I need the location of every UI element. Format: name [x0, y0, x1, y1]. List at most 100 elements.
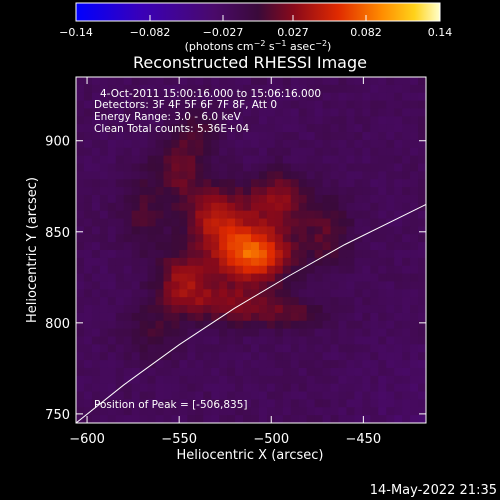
- heatmap-cell: [107, 407, 117, 416]
- heatmap-cell: [338, 124, 348, 133]
- heatmap-cell: [123, 257, 133, 267]
- heatmap-cell: [243, 226, 252, 235]
- heatmap-cell: [258, 218, 268, 228]
- heatmap-cell: [362, 77, 371, 86]
- heatmap-cell: [418, 360, 426, 369]
- heatmap-cell: [346, 124, 355, 133]
- heatmap-cell: [76, 163, 85, 172]
- heatmap-cell: [91, 305, 101, 314]
- heatmap-cell: [418, 328, 426, 338]
- heatmap-cell: [298, 360, 308, 369]
- heatmap-cell: [354, 367, 363, 377]
- heatmap-cell: [370, 352, 379, 361]
- heatmap-cell: [362, 187, 371, 196]
- heatmap-cell: [115, 415, 125, 423]
- heatmap-cell: [251, 226, 260, 235]
- heatmap-cell: [418, 84, 426, 94]
- heatmap-cell: [251, 210, 260, 220]
- x-axis: −600 −550 −500 −450: [69, 77, 381, 447]
- heatmap-cell: [394, 171, 403, 180]
- heatmap-cell: [227, 367, 236, 377]
- heatmap-cell: [314, 187, 324, 196]
- heatmap-cell: [251, 179, 260, 188]
- heatmap-cell: [314, 407, 324, 416]
- heatmap-cell: [394, 281, 403, 290]
- heatmap-cell: [155, 124, 165, 133]
- heatmap-cell: [243, 187, 252, 196]
- heatmap-cell: [282, 155, 292, 165]
- heatmap-cell: [171, 375, 180, 385]
- heatmap-cell: [147, 328, 157, 338]
- heatmap-cell: [251, 328, 260, 338]
- heatmap-cell: [322, 407, 332, 416]
- heatmap-cell: [115, 360, 125, 369]
- heatmap-cell: [378, 352, 387, 361]
- heatmap-cell: [370, 234, 379, 243]
- heatmap-cell: [83, 116, 93, 125]
- heatmap-cell: [91, 171, 101, 180]
- heatmap-cell: [314, 132, 324, 141]
- heatmap-cell: [362, 100, 371, 110]
- heatmap-cell: [179, 344, 188, 353]
- heatmap-cell: [418, 132, 426, 141]
- heatmap-cell: [203, 194, 212, 204]
- heatmap-cell: [290, 242, 300, 251]
- heatmap-cell: [139, 391, 149, 401]
- heatmap-cell: [76, 297, 85, 306]
- heatmap-cell: [330, 179, 340, 188]
- heatmap-cell: [99, 320, 109, 330]
- heatmap-cell: [282, 250, 292, 259]
- heatmap-cell: [179, 171, 188, 180]
- heatmap-cell: [179, 132, 188, 141]
- heatmap-cell: [402, 367, 411, 377]
- heatmap-cell: [155, 242, 165, 251]
- heatmap-cell: [227, 265, 236, 275]
- heatmap-cell: [155, 155, 165, 165]
- heatmap-cell: [235, 108, 244, 117]
- heatmap-cell: [83, 265, 93, 275]
- heatmap-cell: [203, 202, 212, 212]
- heatmap-cell: [163, 273, 173, 283]
- heatmap-cell: [131, 415, 141, 423]
- heatmap-cell: [211, 77, 220, 86]
- heatmap-cell: [76, 77, 85, 86]
- heatmap-cell: [76, 100, 85, 110]
- heatmap-cell: [378, 383, 387, 393]
- heatmap-cell: [306, 352, 316, 361]
- heatmap-cell: [155, 92, 165, 102]
- heatmap-cell: [402, 77, 411, 86]
- heatmap-cell: [115, 77, 125, 86]
- heatmap-cell: [402, 124, 411, 133]
- heatmap-cell: [83, 218, 93, 228]
- heatmap-cell: [418, 242, 426, 251]
- heatmap-cell: [258, 226, 268, 235]
- heatmap-cell: [394, 84, 403, 94]
- heatmap-cell: [386, 124, 395, 133]
- heatmap-cell: [139, 305, 149, 314]
- heatmap-cell: [99, 407, 109, 416]
- heatmap-cell: [123, 171, 133, 180]
- heatmap-cell: [123, 155, 133, 165]
- heatmap-cell: [354, 344, 363, 353]
- heatmap-cell: [131, 210, 141, 220]
- heatmap-cell: [354, 202, 363, 212]
- heatmap-cell: [227, 171, 236, 180]
- heatmap-cell: [330, 100, 340, 110]
- heatmap-cell: [306, 77, 316, 86]
- heatmap-cell: [99, 399, 109, 408]
- heatmap-cell: [306, 187, 316, 196]
- heatmap-cell: [378, 257, 387, 267]
- heatmap-cell: [274, 171, 284, 180]
- heatmap-cell: [203, 352, 212, 361]
- heatmap-cell: [83, 257, 93, 267]
- heatmap-cell: [370, 375, 379, 385]
- heatmap-cell: [258, 320, 268, 330]
- heatmap-cell: [338, 187, 348, 196]
- heatmap-cell: [203, 250, 212, 259]
- heatmap-cell: [195, 383, 204, 393]
- heatmap-cell: [139, 367, 149, 377]
- heatmap-cell: [107, 218, 117, 228]
- heatmap-cell: [386, 336, 395, 345]
- heatmap-cell: [370, 139, 379, 149]
- heatmap-cell: [290, 265, 300, 275]
